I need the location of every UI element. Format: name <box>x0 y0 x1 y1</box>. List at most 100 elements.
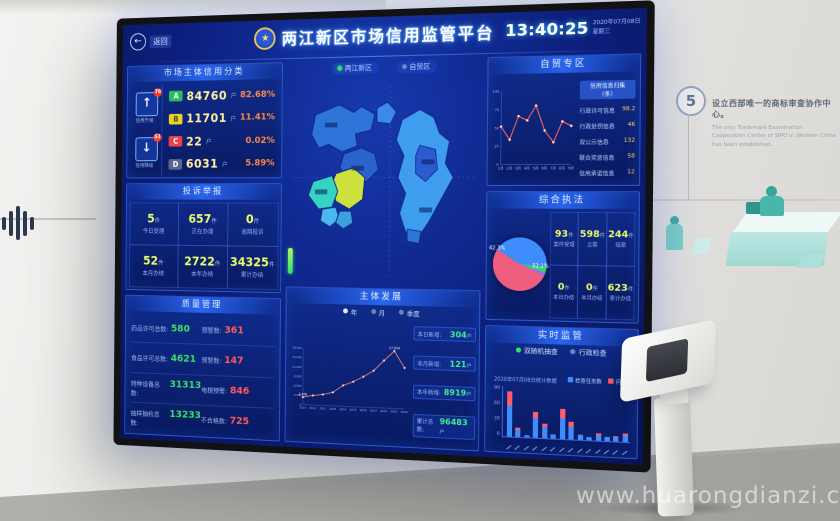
bar-x-ticks <box>506 447 628 454</box>
dashboard: ← 返回 ★ 两江新区市场信用监管平台 13:40:25 2020年07月08日… <box>120 8 647 465</box>
display-screen: ← 返回 ★ 两江新区市场信用监管平台 13:40:25 2020年07月08日… <box>113 0 654 472</box>
svg-text:7月: 7月 <box>550 166 556 170</box>
clock-week: 星期三 <box>593 26 641 36</box>
clock-time: 13:40:25 <box>505 18 588 40</box>
enforcement-cell: 93件 案件受理 <box>549 211 579 265</box>
stat-box: 本日新增: 304户 <box>413 327 476 343</box>
credit-grade-row: B 11701 户 11.41% <box>169 111 277 126</box>
wall-subtext: The only Trademark Examination Cooperati… <box>712 124 837 149</box>
svg-text:2020: 2020 <box>401 410 408 414</box>
enforcement-cell: 244件 结案 <box>606 212 636 267</box>
svg-text:9,000: 9,000 <box>294 374 302 378</box>
radio-dot-icon <box>570 348 575 353</box>
svg-text:2011: 2011 <box>309 406 316 410</box>
svg-text:2016: 2016 <box>360 408 367 412</box>
development-panel: 主体发展 年 月 季度 0 3,000 6,000 9,000 12,000 15,000… <box>285 286 481 451</box>
svg-text:25: 25 <box>494 144 499 148</box>
mode-month[interactable]: 月 <box>371 307 385 317</box>
credit-grade-row: D 6031 户 5.89% <box>169 157 277 171</box>
credit-grade-row: A 84760 户 82.68% <box>169 88 277 104</box>
svg-text:2,408: 2,408 <box>299 392 308 396</box>
clock: 13:40:25 2020年07月08日 星期三 <box>505 16 640 40</box>
mode-quarter[interactable]: 季度 <box>399 307 420 318</box>
tab-liangjiang[interactable]: 两江新区 <box>331 61 378 74</box>
svg-text:2015: 2015 <box>349 407 356 411</box>
grade-badge: A <box>169 91 183 102</box>
svg-text:9月: 9月 <box>568 166 574 170</box>
enforcement-pie-chart: 52.1% 42.3% <box>493 237 547 291</box>
illustration-person2-body <box>666 224 683 250</box>
watermark: www.huarongdianzi.com <box>576 483 840 509</box>
complaint-cell: 5件 今日受理 <box>129 202 179 245</box>
map-svg <box>286 78 482 285</box>
svg-text:15,000: 15,000 <box>292 355 302 359</box>
radio-dot-icon <box>371 309 376 314</box>
legend-swatch-blue <box>568 377 573 382</box>
panel-title: 投诉举报 <box>127 184 281 200</box>
complaint-cell: 34325件 累计办结 <box>226 245 278 290</box>
credit-classification-panel: 市场主体信用分类 ↑ 76 信用升级 <box>126 62 283 178</box>
wall-illustration <box>650 168 840 273</box>
svg-text:2014: 2014 <box>339 407 346 411</box>
bar-y-axis: 0 30 60 90 <box>487 385 500 437</box>
enforcement-cell: 623件 累计办结 <box>605 265 635 320</box>
credit-down-icon[interactable]: ↓ 53 <box>135 137 158 161</box>
complaint-cell: 657件 正在办理 <box>177 202 228 246</box>
room-scene: 5 设立西部唯一的商标审查协作中心。 The only Trademark Ex… <box>0 0 840 521</box>
stat-box: 本年新增: 8919户 <box>413 385 476 402</box>
right-column: 自贸专区 0 25 50 75 100 1月 2月 3月 4月 5月 6月 7月 8月 9月 信用信息归集… <box>484 53 641 459</box>
map-scale-bar <box>288 248 293 274</box>
option-admin-check[interactable]: 行政检查 <box>570 346 606 358</box>
quality-row: 抽样抽检总数: 13233 不合格数: 725 <box>130 402 273 438</box>
illustration-cube <box>691 238 712 254</box>
panel-title: 综合执法 <box>487 192 639 209</box>
ftz-line-chart: 0 25 50 75 100 1月 2月 3月 4月 5月 6月 7月 8月 9月 <box>490 75 576 183</box>
option-random-check[interactable]: 双随机抽查 <box>516 344 558 356</box>
center-column: 两江新区 自贸区 <box>285 57 483 451</box>
complaint-cell: 52件 本月办结 <box>128 244 178 288</box>
list-item: 行政处罚信息 46 <box>580 121 636 130</box>
credit-grade-row: C 22 户 0.02% <box>169 134 277 149</box>
mode-year[interactable]: 年 <box>343 306 357 316</box>
ftz-list-header: 信用信息归集（条） <box>580 79 636 99</box>
pie-label: 42.3% <box>489 246 505 252</box>
svg-text:2018: 2018 <box>380 409 387 413</box>
svg-text:12,000: 12,000 <box>292 364 302 368</box>
svg-text:50: 50 <box>494 126 499 130</box>
quality-row: 药品许可总数: 580 预警数: 361 <box>131 313 274 347</box>
up-badge: 76 <box>154 88 162 97</box>
svg-text:75: 75 <box>495 108 500 112</box>
radio-dot-icon <box>516 347 521 352</box>
enforcement-panel: 综合执法 52.1% 42.3% 93件 案件受理 598件 立案 <box>485 191 640 324</box>
region-tabs: 两江新区 自贸区 <box>288 57 483 77</box>
up-arrow-icon: ↑ <box>142 96 152 111</box>
quality-panel: 质量管理 药品许可总数: 580 预警数: 361 食品许可总数: 4621 <box>124 295 281 442</box>
complaint-cell: 2722件 本年办结 <box>177 244 228 288</box>
down-arrow-icon: ↓ <box>142 141 152 155</box>
radio-dot-icon <box>399 310 404 315</box>
title-text: 两江新区市场信用监管平台 <box>282 19 495 49</box>
grade-badge: D <box>169 159 183 170</box>
svg-text:2012: 2012 <box>319 406 326 410</box>
screen-bezel: ← 返回 ★ 两江新区市场信用监管平台 13:40:25 2020年07月08日… <box>113 0 654 472</box>
complaint-panel: 投诉举报 5件 今日受理 657件 正在办理 <box>125 183 282 293</box>
stat-box: 本月新增: 121户 <box>413 356 476 372</box>
wall-step-number: 5 <box>676 86 706 116</box>
emblem-icon: ★ <box>254 26 276 49</box>
svg-text:2019: 2019 <box>390 409 397 413</box>
grade-badge: C <box>169 136 183 147</box>
list-item: 信用承诺信息 12 <box>579 169 635 178</box>
credit-up-icon[interactable]: ↑ 76 <box>136 92 159 116</box>
illustration-person-body <box>760 196 784 216</box>
supervision-bar-chart <box>502 386 631 443</box>
enforcement-cell: 598件 立案 <box>577 211 607 266</box>
svg-text:18,000: 18,000 <box>292 346 302 350</box>
development-line-chart: 0 3,000 6,000 9,000 12,000 15,000 18,000 2010 20… <box>288 316 409 444</box>
radio-dot-icon <box>401 64 406 69</box>
left-column: 市场主体信用分类 ↑ 76 信用升级 <box>124 62 283 441</box>
list-item: 行政许可信息 98.2 <box>580 105 636 114</box>
tab-ftz[interactable]: 自贸区 <box>395 60 436 73</box>
supervision-panel: 实时监管 双随机抽查 行政检查 2020年07月08日统计数据 检查任务数 问题… <box>484 325 639 459</box>
region-map[interactable] <box>286 78 482 285</box>
pie-label: 52.1% <box>532 263 549 269</box>
